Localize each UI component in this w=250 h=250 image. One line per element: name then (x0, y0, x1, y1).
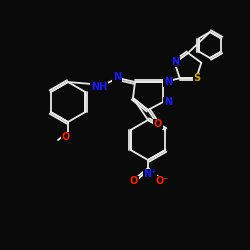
Text: N: N (164, 97, 172, 107)
Text: O: O (154, 119, 162, 129)
Text: N⁺: N⁺ (143, 169, 157, 179)
Text: N: N (172, 57, 180, 67)
Text: N: N (113, 72, 121, 82)
Text: O⁻: O⁻ (155, 176, 169, 186)
Text: S: S (194, 73, 201, 83)
Text: O: O (130, 176, 138, 186)
Text: NH: NH (91, 82, 107, 92)
Text: N: N (164, 77, 172, 87)
Text: O: O (62, 132, 70, 142)
